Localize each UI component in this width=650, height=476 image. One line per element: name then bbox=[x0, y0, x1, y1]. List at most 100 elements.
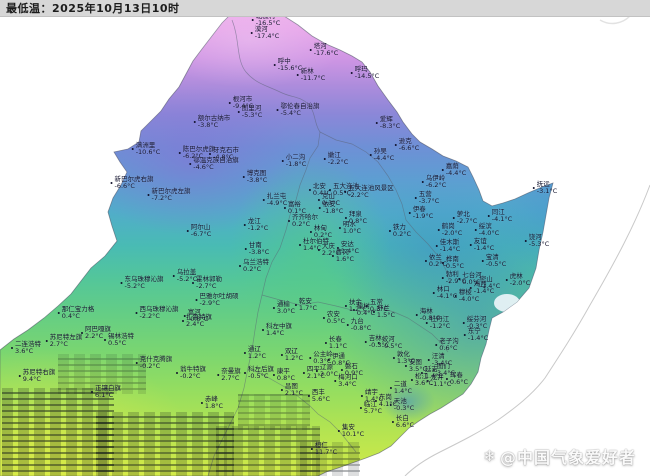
station-name: 乾安 bbox=[298, 297, 312, 305]
station-label: 甘南 -3.8°C bbox=[244, 242, 269, 256]
station-dot bbox=[322, 317, 325, 319]
station-name: 西丰 bbox=[311, 388, 325, 396]
station-temperature: 1.1°C bbox=[328, 341, 348, 350]
station-dot bbox=[244, 248, 247, 250]
station-name: 延吉 bbox=[424, 365, 438, 373]
station-temperature: -4.1°C bbox=[436, 291, 458, 300]
station-temperature: 1.0°C bbox=[342, 226, 362, 235]
station-name: 吉林 bbox=[368, 334, 382, 342]
station-name: 小二沟 bbox=[285, 153, 306, 161]
station-label: 阿尔山 -6.7°C bbox=[186, 224, 211, 238]
station-label: 巴雅尔吐胡硕 -2.9°C bbox=[195, 293, 239, 307]
station-dot bbox=[273, 64, 276, 66]
station-name: 图们 bbox=[436, 362, 450, 370]
station-name: 翁牛特旗 bbox=[180, 365, 206, 373]
station-label: 二道 1.4°C bbox=[389, 381, 412, 395]
station-label: 吉林 -0.3°C bbox=[364, 334, 389, 349]
station-temperature: -4.0°C bbox=[458, 294, 480, 303]
station-label: 双辽 1.2°C bbox=[280, 347, 303, 362]
station-temperature: 3.5°C bbox=[408, 364, 428, 373]
station-label: 梅河口 3.4°C bbox=[334, 374, 358, 388]
station-temperature: 3.0°C bbox=[319, 369, 339, 378]
station-name: 靖宇 bbox=[364, 388, 378, 396]
station-label: 鄂伦春自治旗 -5.4°C bbox=[276, 103, 320, 117]
station-temperature: -2.7°C bbox=[196, 281, 217, 290]
station-name: 根河市 bbox=[232, 95, 253, 103]
station-label: 集安 10.1°C bbox=[337, 424, 364, 438]
station-dot bbox=[445, 378, 448, 380]
station-label: 二连浩特 3.6°C bbox=[11, 341, 41, 355]
station-label: 敦化 1.3°C bbox=[392, 351, 416, 365]
station-dot bbox=[441, 277, 444, 279]
station-dot bbox=[176, 372, 178, 374]
station-name: 五大连池 bbox=[333, 182, 359, 190]
station-label: 五营 -3.7°C bbox=[414, 191, 439, 205]
station-name: 天池 bbox=[393, 397, 407, 405]
station-temperature: -2.9°C bbox=[199, 298, 220, 307]
station-temperature: 2.2°C bbox=[85, 331, 104, 340]
station-temperature: 2.1°C bbox=[284, 388, 304, 397]
station-temperature: 1.3°C bbox=[396, 356, 416, 365]
station-dot bbox=[251, 19, 254, 21]
station-label: 翁牛特旗 -0.2°C bbox=[176, 365, 206, 380]
station-label: 宝清 -0.5°C bbox=[481, 254, 506, 268]
station-temperature: 3.6°C bbox=[414, 378, 434, 387]
station-name: 呼玛 bbox=[354, 65, 368, 73]
station-dot bbox=[302, 372, 305, 374]
station-name: 那仁宝力格 bbox=[61, 305, 95, 313]
station-dot bbox=[250, 32, 253, 34]
station-dot bbox=[135, 312, 138, 314]
station-dot bbox=[131, 148, 134, 150]
station-label: 延吉 1.4°C bbox=[420, 365, 443, 380]
station-label: 锡林浩特 0.5°C bbox=[104, 333, 134, 347]
station-name: 安图 bbox=[408, 358, 422, 366]
station-label: 东岗 4.1°C bbox=[374, 394, 397, 408]
station-temperature: 0.2°C bbox=[428, 259, 448, 268]
station-temperature: 3.4°C bbox=[436, 368, 456, 377]
station-name: 西乌珠穆沁旗 bbox=[139, 305, 179, 313]
station-temperature: 3.0°C bbox=[276, 306, 296, 315]
station-name: 青冈 bbox=[335, 248, 349, 256]
station-temperature: -3.1°C bbox=[536, 186, 558, 195]
station-name: 双辽 bbox=[284, 347, 298, 355]
station-label: 克什克腾旗 -0.2°C bbox=[135, 356, 172, 370]
station-label: 五常 0.3°C bbox=[365, 299, 388, 313]
station-name: 北安 bbox=[312, 182, 326, 190]
station-dot bbox=[217, 374, 220, 376]
station-label: 扎兰屯 -4.9°C bbox=[262, 193, 287, 207]
station-dot bbox=[281, 160, 284, 162]
station-label: 杜尔伯特 1.4°C bbox=[299, 238, 329, 252]
station-dot bbox=[178, 152, 181, 154]
station-label: 天池 -0.3°C bbox=[389, 397, 414, 412]
station-label: 同江 -4.1°C bbox=[487, 209, 512, 223]
station-temperature: -0.2°C bbox=[180, 371, 201, 380]
station-label: 乌拉盖 -5.2°C bbox=[172, 269, 197, 283]
station-name: 老子沟 bbox=[439, 337, 459, 345]
station-temperature: -11.7°C bbox=[300, 73, 326, 82]
station-dot bbox=[104, 339, 106, 341]
station-dot bbox=[475, 282, 478, 284]
station-name: 长春 bbox=[328, 335, 342, 343]
station-label: 陈巴尔虎旗 -6.2°C bbox=[178, 146, 215, 160]
station-temperature: -6.2°C bbox=[425, 180, 447, 189]
station-dot bbox=[365, 305, 368, 307]
station-dot bbox=[327, 359, 330, 361]
station-name: 孙吴 bbox=[373, 147, 387, 155]
station-temperature: -0.8°C bbox=[187, 314, 209, 323]
station-name: 塔河 bbox=[313, 42, 327, 50]
station-temperature: -3.4°C bbox=[431, 358, 453, 367]
station-dot bbox=[469, 287, 472, 289]
station-dot bbox=[392, 357, 395, 359]
station-dot bbox=[324, 342, 327, 344]
station-dot bbox=[336, 247, 339, 249]
station-temperature: -15.6°C bbox=[277, 63, 303, 72]
station-label: 富河 -0.8°C bbox=[183, 309, 209, 323]
station-temperature: -1.9°C bbox=[412, 211, 434, 220]
station-name: 桦南 bbox=[445, 255, 459, 263]
station-label: 霍林郭勒 -2.7°C bbox=[192, 276, 222, 290]
station-name: 嘉荫 bbox=[445, 162, 459, 170]
station-dot bbox=[283, 207, 286, 209]
station-name: 伊通 bbox=[331, 352, 345, 360]
station-label: 额尔古纳市 -3.8°C bbox=[193, 115, 230, 129]
